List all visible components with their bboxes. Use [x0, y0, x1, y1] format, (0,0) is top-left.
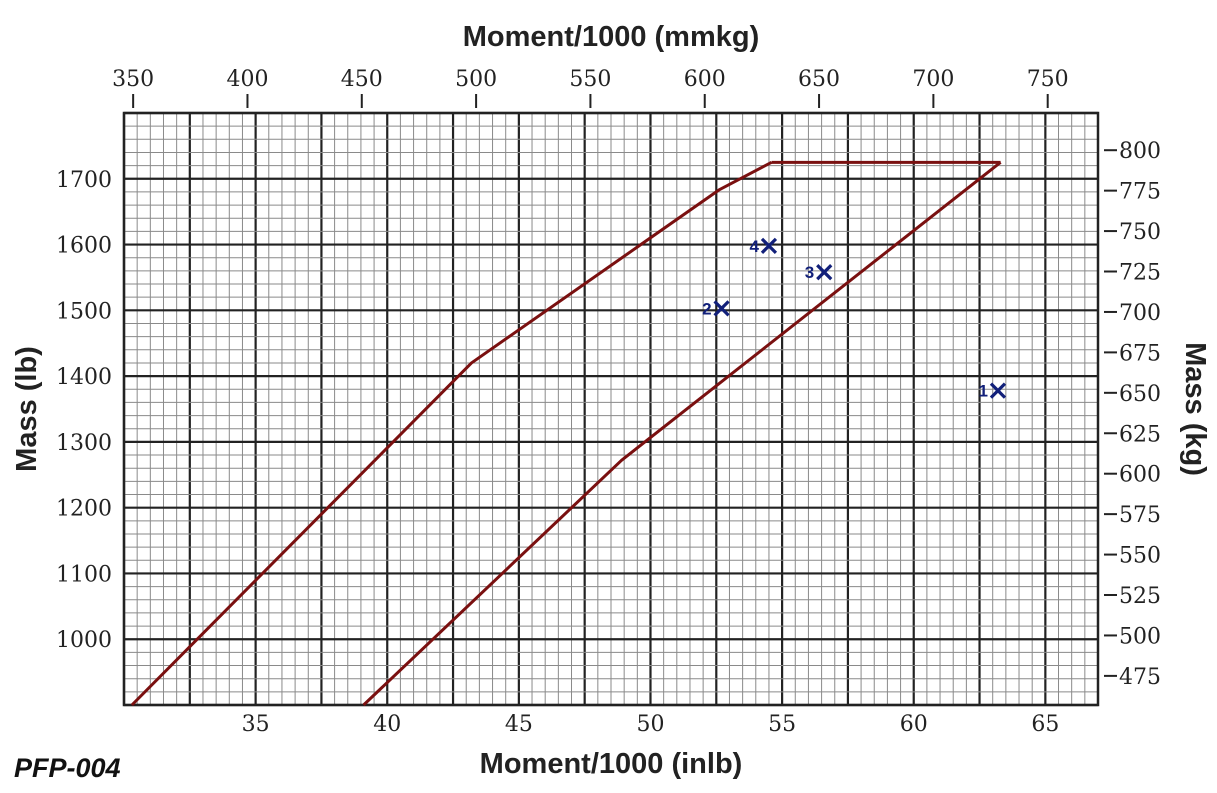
- plot-frame: [122, 111, 1100, 707]
- left-tick-label: 1100: [56, 562, 112, 587]
- left-tick-label: 1700: [56, 168, 112, 193]
- bottom-tick-label: 45: [505, 712, 533, 737]
- envelope-forward-limit: [130, 161, 773, 707]
- left-tick-label: 1300: [56, 431, 112, 456]
- right-tick-label: 750: [1119, 220, 1161, 245]
- left-tick-label: 1500: [56, 299, 112, 324]
- x-marker-icon: [816, 264, 833, 281]
- left-tick-label: 1600: [56, 234, 112, 259]
- top-tick-label: 550: [569, 67, 611, 92]
- left-axis-title: Mass (lb): [11, 346, 43, 472]
- top-tick-label: 600: [684, 67, 726, 92]
- point-label: 4: [749, 237, 759, 256]
- right-tick-label: 775: [1119, 180, 1161, 205]
- right-tick-label: 625: [1119, 422, 1161, 447]
- right-tick-label: 550: [1119, 544, 1161, 569]
- right-axis-title: Mass (kg): [1179, 342, 1211, 476]
- data-point-3: 3: [805, 263, 833, 282]
- x-marker-icon: [989, 382, 1007, 399]
- bottom-tick-label: 55: [768, 712, 796, 737]
- x-marker-icon: [713, 300, 730, 317]
- top-tick-label: 700: [912, 67, 954, 92]
- bottom-tick-label: 60: [900, 712, 928, 737]
- right-tick-label: 575: [1119, 503, 1161, 528]
- top-tick-label: 750: [1027, 67, 1069, 92]
- ticks: 35 40 45 50 55 60 6510001100120013001400150016…: [56, 67, 1161, 737]
- left-tick-label: 1000: [56, 628, 112, 653]
- point-label: 2: [702, 299, 711, 318]
- left-tick-label: 1400: [56, 365, 112, 390]
- top-tick-label: 500: [455, 67, 497, 92]
- bottom-axis-title: Moment/1000 (inlb): [480, 748, 743, 780]
- data-point-1: 1: [978, 382, 1007, 401]
- bottom-tick-label: 50: [636, 712, 664, 737]
- right-tick-label: 800: [1119, 139, 1161, 164]
- left-tick-label: 1200: [56, 497, 112, 522]
- right-tick-label: 525: [1119, 584, 1161, 609]
- top-axis-title: Moment/1000 (mmkg): [463, 21, 760, 53]
- right-tick-label: 475: [1119, 665, 1161, 690]
- bottom-tick-label: 35: [242, 712, 270, 737]
- top-tick-label: 400: [226, 67, 268, 92]
- chart-code: PFP-004: [14, 753, 121, 783]
- right-tick-label: 600: [1119, 463, 1161, 488]
- envelope: [130, 160, 1002, 707]
- data-points: 1 2 3 4: [702, 237, 1007, 401]
- data-point-4: 4: [749, 237, 778, 256]
- envelope-aft-limit: [362, 161, 1002, 707]
- right-tick-label: 725: [1119, 261, 1161, 286]
- top-tick-label: 650: [798, 67, 840, 92]
- right-tick-label: 500: [1119, 624, 1161, 649]
- right-tick-label: 700: [1119, 301, 1161, 326]
- right-tick-label: 650: [1119, 382, 1161, 407]
- grid: [122, 111, 1100, 707]
- top-tick-label: 350: [112, 67, 154, 92]
- bottom-tick-label: 65: [1031, 712, 1059, 737]
- right-tick-label: 675: [1119, 341, 1161, 366]
- point-label: 1: [978, 382, 987, 401]
- top-tick-label: 450: [341, 67, 383, 92]
- point-label: 3: [805, 263, 814, 282]
- data-point-2: 2: [702, 299, 730, 318]
- x-marker-icon: [760, 237, 778, 255]
- bottom-tick-label: 40: [373, 712, 401, 737]
